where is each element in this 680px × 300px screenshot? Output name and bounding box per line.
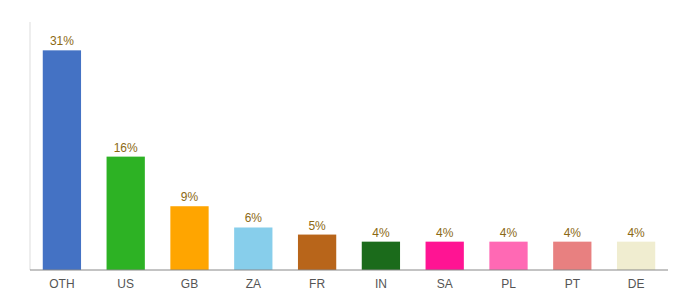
data-label: 9% [181, 190, 199, 204]
chart-svg: 31% 16% 9% 6% 5% 4% 4% 4% 4% 4% OTH US GB ZA FR IN SA PL P… [0, 0, 680, 300]
x-tick-label: OTH [49, 277, 74, 291]
x-tick-label: GB [181, 277, 198, 291]
data-label: 16% [114, 141, 138, 155]
chart-container: 31% 16% 9% 6% 5% 4% 4% 4% 4% 4% OTH US GB ZA FR IN SA PL P… [0, 0, 680, 300]
data-label: 31% [50, 34, 74, 48]
x-tick-label: FR [309, 277, 325, 291]
bar [107, 157, 145, 270]
x-tick-label: DE [628, 277, 645, 291]
bar [489, 242, 527, 270]
x-tick-label: SA [437, 277, 453, 291]
x-axis-line [30, 270, 668, 271]
data-label: 4% [500, 226, 518, 240]
bar [362, 242, 400, 270]
bar [553, 242, 591, 270]
bar [234, 227, 272, 270]
x-tick-labels: OTH US GB ZA FR IN SA PL PT DE [49, 277, 644, 291]
x-tick-label: ZA [246, 277, 261, 291]
x-tick-label: PT [565, 277, 581, 291]
bars [43, 50, 655, 270]
bar [170, 206, 208, 270]
data-label: 4% [372, 226, 390, 240]
data-label: 4% [627, 226, 645, 240]
x-tick-label: PL [501, 277, 516, 291]
x-tick-label: US [117, 277, 134, 291]
data-label: 4% [564, 226, 582, 240]
data-labels: 31% 16% 9% 6% 5% 4% 4% 4% 4% 4% [50, 34, 645, 239]
bar [426, 242, 464, 270]
data-label: 4% [436, 226, 454, 240]
data-label: 5% [308, 219, 326, 233]
bar [298, 235, 336, 270]
x-tick-label: IN [375, 277, 387, 291]
bar [617, 242, 655, 270]
y-axis-line [30, 22, 31, 270]
data-label: 6% [245, 211, 263, 225]
bar [43, 50, 81, 270]
